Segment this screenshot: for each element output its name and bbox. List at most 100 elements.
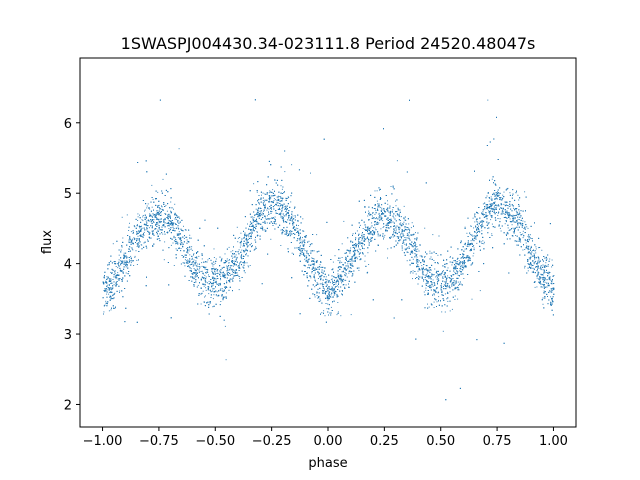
data-point (205, 272, 207, 274)
data-point (432, 279, 434, 281)
data-point (483, 241, 485, 243)
data-point (410, 235, 412, 236)
data-point (377, 205, 379, 207)
data-point (363, 221, 365, 223)
data-point (425, 265, 427, 266)
data-point (192, 261, 194, 263)
data-point (304, 256, 306, 257)
data-point (473, 247, 475, 249)
data-point (532, 260, 534, 261)
data-point (136, 264, 138, 265)
data-point (318, 274, 320, 276)
data-point (508, 212, 510, 214)
data-point (421, 265, 423, 267)
data-point (286, 235, 288, 237)
data-point (402, 223, 404, 225)
data-point (520, 241, 522, 243)
data-point (356, 258, 358, 260)
data-point (551, 289, 553, 291)
data-point (470, 240, 472, 242)
data-point (503, 191, 505, 193)
data-point (240, 244, 242, 246)
data-point (186, 248, 188, 250)
data-point (400, 233, 402, 235)
data-point (158, 214, 160, 216)
data-point (400, 222, 402, 224)
data-point (337, 311, 339, 313)
data-point (235, 254, 237, 256)
data-point (280, 216, 282, 218)
data-point (143, 231, 145, 233)
data-point (541, 249, 543, 251)
data-point (376, 200, 378, 202)
data-point (158, 221, 160, 223)
data-point (333, 294, 335, 296)
data-point (212, 265, 214, 267)
data-point (201, 265, 203, 267)
data-point (140, 230, 142, 232)
data-point (264, 193, 266, 195)
data-point (340, 276, 342, 278)
data-point (488, 210, 490, 212)
data-point (160, 218, 162, 219)
data-point (168, 228, 170, 229)
data-point (540, 265, 542, 267)
data-point (505, 210, 507, 212)
data-point (170, 210, 171, 212)
data-point (105, 289, 107, 291)
data-point (229, 281, 230, 282)
data-point (229, 281, 231, 283)
data-point (463, 278, 465, 279)
data-point (528, 236, 530, 237)
data-point (321, 312, 323, 314)
data-point (378, 213, 380, 215)
data-point (368, 210, 370, 212)
data-point (459, 270, 461, 272)
data-point (291, 164, 293, 166)
data-point (505, 217, 507, 219)
data-point (424, 227, 426, 229)
data-point (130, 260, 132, 261)
data-point (463, 267, 465, 269)
data-point (192, 265, 194, 267)
data-point (332, 290, 334, 292)
data-point (345, 275, 347, 277)
data-point (118, 259, 120, 261)
data-point (531, 264, 533, 266)
data-point (273, 200, 275, 202)
data-point (232, 280, 234, 282)
data-point (509, 214, 511, 216)
data-point (284, 171, 286, 173)
data-point (539, 279, 541, 281)
data-point (232, 257, 233, 259)
data-point (360, 249, 362, 251)
data-point (213, 288, 215, 290)
data-point (484, 208, 486, 210)
data-point (380, 228, 382, 230)
data-point (489, 212, 491, 214)
data-point (438, 296, 440, 298)
data-point (352, 255, 354, 257)
data-point (401, 249, 403, 251)
data-point (475, 225, 476, 227)
data-point (243, 262, 245, 264)
data-point (381, 207, 383, 209)
data-point (194, 274, 196, 276)
data-point (173, 208, 174, 210)
data-point (538, 272, 540, 274)
data-point (404, 243, 406, 245)
data-point (274, 205, 275, 207)
data-point (334, 255, 336, 257)
data-point (205, 266, 207, 268)
data-point (466, 232, 468, 234)
data-point (432, 285, 434, 287)
data-point (229, 259, 230, 261)
data-point (173, 265, 175, 266)
data-point (419, 244, 421, 246)
data-point (239, 277, 241, 279)
data-point (502, 208, 504, 210)
data-point (272, 189, 274, 191)
data-point (120, 263, 121, 265)
data-point (550, 296, 552, 298)
data-point (241, 249, 243, 251)
